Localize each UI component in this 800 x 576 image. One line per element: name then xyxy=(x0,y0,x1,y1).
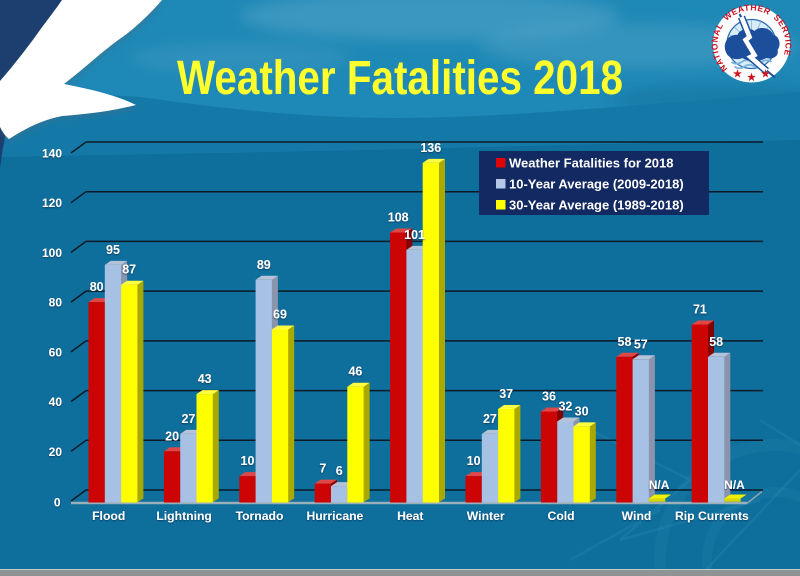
svg-text:136: 136 xyxy=(420,141,441,155)
svg-text:10: 10 xyxy=(467,454,481,468)
svg-text:43: 43 xyxy=(198,372,212,386)
svg-text:89: 89 xyxy=(257,258,271,272)
svg-text:27: 27 xyxy=(483,412,497,426)
svg-text:108: 108 xyxy=(388,211,409,225)
svg-text:95: 95 xyxy=(106,243,120,257)
svg-text:Weather Fatalities 2018: Weather Fatalities 2018 xyxy=(177,52,623,105)
svg-text:Heat: Heat xyxy=(397,509,423,523)
svg-text:69: 69 xyxy=(273,308,287,322)
svg-text:10-Year Average (2009-2018): 10-Year Average (2009-2018) xyxy=(509,177,684,192)
svg-text:Wind: Wind xyxy=(622,509,652,523)
svg-text:Tornado: Tornado xyxy=(236,509,284,523)
svg-text:30-Year Average (1989-2018): 30-Year Average (1989-2018) xyxy=(509,198,684,213)
svg-text:32: 32 xyxy=(558,400,572,414)
svg-text:37: 37 xyxy=(499,387,513,401)
svg-text:58: 58 xyxy=(618,335,632,349)
svg-text:27: 27 xyxy=(181,412,195,426)
svg-text:10: 10 xyxy=(241,454,255,468)
svg-text:7: 7 xyxy=(319,462,326,476)
svg-text:80: 80 xyxy=(90,280,104,294)
svg-text:46: 46 xyxy=(348,365,362,379)
svg-text:★: ★ xyxy=(733,69,742,80)
svg-text:Cold: Cold xyxy=(548,509,575,523)
svg-text:N/A: N/A xyxy=(724,478,745,492)
svg-text:20: 20 xyxy=(49,445,63,459)
svg-text:87: 87 xyxy=(122,263,136,277)
svg-text:100: 100 xyxy=(42,246,62,260)
svg-text:Weather Fatalities for 2018: Weather Fatalities for 2018 xyxy=(509,156,674,171)
svg-text:120: 120 xyxy=(42,196,62,210)
svg-text:★: ★ xyxy=(761,69,770,80)
svg-text:N/A: N/A xyxy=(649,478,670,492)
svg-text:Hurricane: Hurricane xyxy=(306,509,363,523)
svg-text:6: 6 xyxy=(336,464,343,478)
svg-text:101: 101 xyxy=(404,228,425,242)
svg-text:20: 20 xyxy=(165,429,179,443)
svg-text:36: 36 xyxy=(542,390,556,404)
svg-text:Lightning: Lightning xyxy=(156,509,212,523)
svg-text:140: 140 xyxy=(42,147,62,161)
svg-text:60: 60 xyxy=(49,345,63,359)
svg-text:Flood: Flood xyxy=(92,509,125,523)
svg-text:58: 58 xyxy=(709,335,723,349)
svg-text:71: 71 xyxy=(693,303,707,317)
svg-text:0: 0 xyxy=(54,496,61,510)
svg-text:40: 40 xyxy=(49,395,63,409)
svg-text:57: 57 xyxy=(634,337,648,351)
svg-text:80: 80 xyxy=(49,296,63,310)
svg-text:Winter: Winter xyxy=(467,509,505,523)
svg-text:30: 30 xyxy=(575,404,589,418)
svg-text:Rip Currents: Rip Currents xyxy=(675,509,749,523)
svg-text:★: ★ xyxy=(747,73,756,84)
